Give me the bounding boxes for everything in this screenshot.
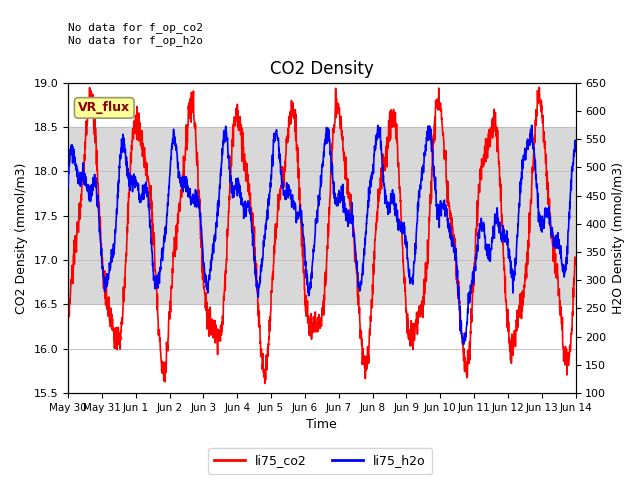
X-axis label: Time: Time: [307, 419, 337, 432]
Y-axis label: H2O Density (mmol/m3): H2O Density (mmol/m3): [612, 162, 625, 314]
Bar: [68, 127, 575, 304]
Y-axis label: CO2 Density (mmol/m3): CO2 Density (mmol/m3): [15, 162, 28, 313]
Text: No data for f_op_co2
No data for f_op_h2o: No data for f_op_co2 No data for f_op_h2…: [68, 22, 203, 46]
Legend: li75_co2, li75_h2o: li75_co2, li75_h2o: [208, 448, 432, 474]
Title: CO2 Density: CO2 Density: [270, 60, 374, 78]
Text: VR_flux: VR_flux: [78, 101, 131, 114]
